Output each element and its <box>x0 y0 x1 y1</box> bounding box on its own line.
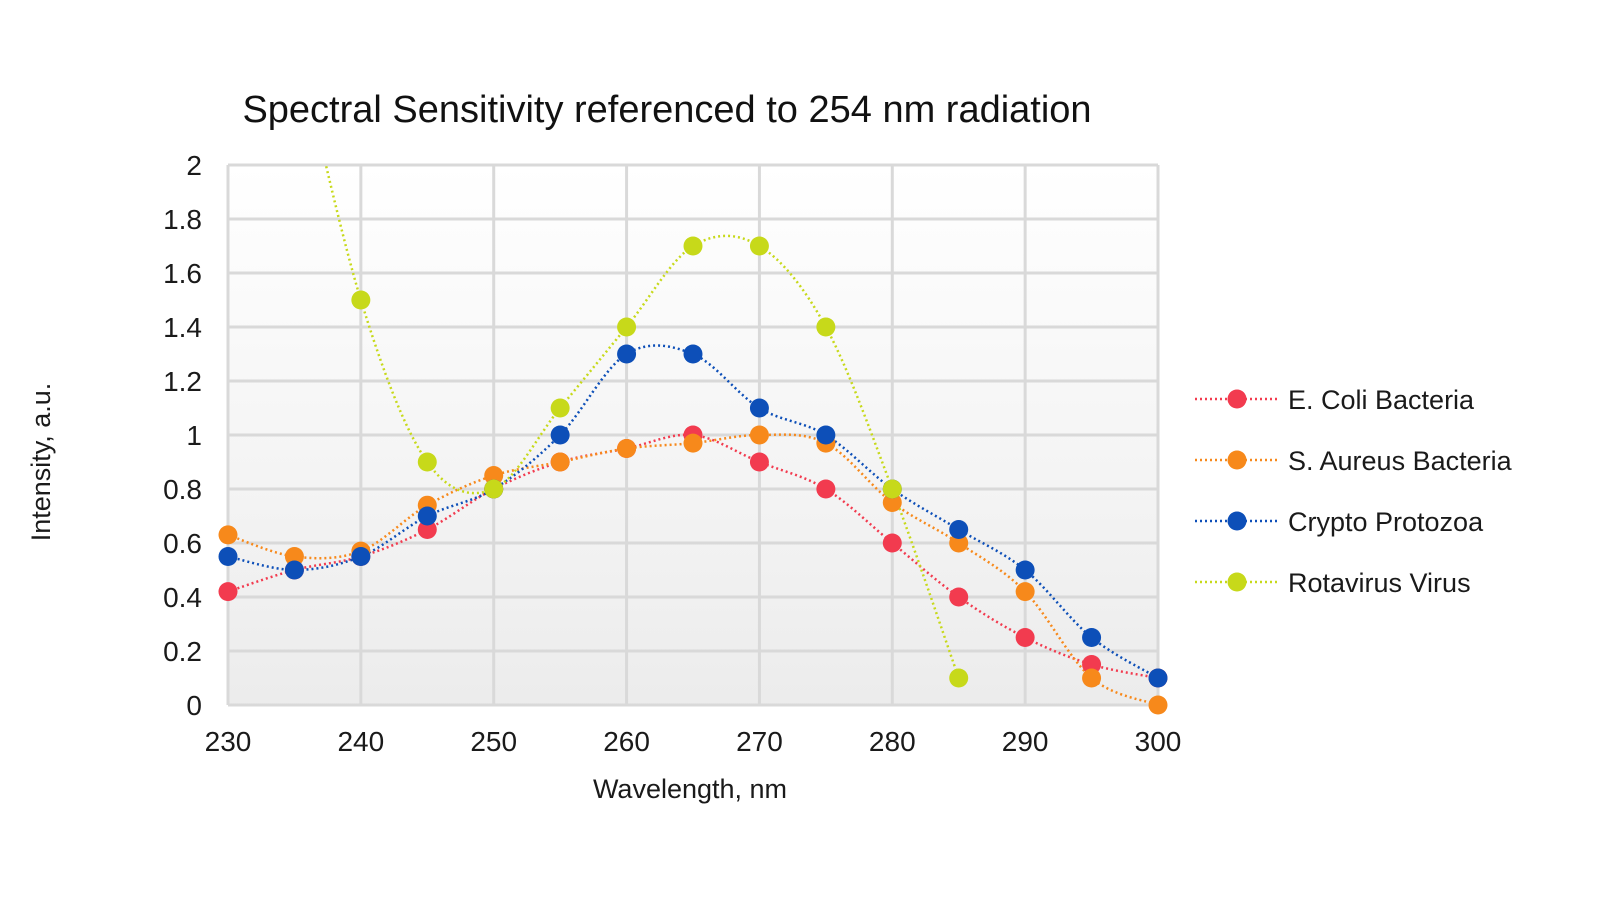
x-tick-label: 260 <box>603 726 650 757</box>
data-point-s-aureus-bacteria <box>218 525 238 545</box>
data-point-e-coli-bacteria <box>816 479 836 499</box>
data-point-s-aureus-bacteria <box>617 439 637 458</box>
data-point-s-aureus-bacteria <box>284 547 304 566</box>
data-point-crypto-protozoa <box>683 344 703 364</box>
data-point-e-coli-bacteria <box>882 533 902 553</box>
data-point-rotavirus-virus <box>949 668 969 688</box>
y-tick-label: 1.4 <box>163 312 202 343</box>
x-axis-ticks: 230 240 250 260 270 280 290 300 <box>205 726 1182 757</box>
y-tick-label: 1.8 <box>163 204 202 235</box>
data-point-crypto-protozoa <box>284 560 304 580</box>
data-point-s-aureus-bacteria <box>484 466 504 485</box>
data-point-rotavirus-virus <box>351 290 371 310</box>
y-axis-label: Intensity, a.u. <box>26 383 56 542</box>
y-tick-label: 1.2 <box>163 366 202 397</box>
data-point-e-coli-bacteria <box>1082 655 1102 674</box>
data-point-s-aureus-bacteria <box>1148 695 1168 715</box>
legend-label-e-coli-bacteria: E. Coli Bacteria <box>1288 385 1475 415</box>
data-point-rotavirus-virus <box>550 398 570 418</box>
data-point-crypto-protozoa <box>816 425 836 445</box>
x-tick-label: 300 <box>1135 726 1182 757</box>
x-axis-label: Wavelength, nm <box>593 774 787 804</box>
y-tick-label: 0.2 <box>163 636 202 667</box>
data-point-crypto-protozoa <box>550 425 570 445</box>
data-point-rotavirus-virus <box>417 452 437 472</box>
data-point-crypto-protozoa <box>1015 560 1035 580</box>
data-point-s-aureus-bacteria <box>749 425 769 445</box>
data-point-s-aureus-bacteria <box>1015 582 1035 602</box>
data-point-s-aureus-bacteria <box>683 433 703 453</box>
x-tick-label: 230 <box>205 726 252 757</box>
x-tick-label: 270 <box>736 726 783 757</box>
data-point-crypto-protozoa <box>218 547 238 566</box>
y-tick-label: 0 <box>186 690 202 721</box>
legend-marker-crypto-protozoa <box>1227 511 1247 531</box>
series-points <box>218 236 1168 715</box>
x-tick-label: 240 <box>337 726 384 757</box>
data-point-s-aureus-bacteria <box>1082 668 1102 688</box>
legend-marker-rotavirus-virus <box>1227 572 1247 592</box>
data-point-crypto-protozoa <box>949 520 969 539</box>
data-point-rotavirus-virus <box>617 317 637 337</box>
data-point-crypto-protozoa <box>617 344 637 364</box>
data-point-s-aureus-bacteria <box>882 493 902 512</box>
data-point-rotavirus-virus <box>484 479 504 499</box>
chart-title: Spectral Sensitivity referenced to 254 n… <box>242 89 1091 131</box>
data-point-s-aureus-bacteria <box>550 452 570 472</box>
data-point-e-coli-bacteria <box>949 587 969 607</box>
y-tick-label: 0.6 <box>163 528 202 559</box>
data-point-e-coli-bacteria <box>218 582 238 602</box>
data-point-rotavirus-virus <box>882 479 902 499</box>
legend-label-s-aureus-bacteria: S. Aureus Bacteria <box>1288 446 1513 476</box>
data-point-crypto-protozoa <box>417 506 437 526</box>
data-point-crypto-protozoa <box>1148 668 1168 688</box>
data-point-e-coli-bacteria <box>1015 628 1035 647</box>
legend-marker-s-aureus-bacteria <box>1227 450 1247 470</box>
series-line-rotavirus-virus <box>324 165 960 679</box>
y-tick-label: 0.8 <box>163 474 202 505</box>
x-tick-label: 290 <box>1002 726 1049 757</box>
data-point-rotavirus-virus <box>816 317 836 337</box>
y-tick-label: 1.6 <box>163 258 202 289</box>
data-point-e-coli-bacteria <box>749 452 769 472</box>
data-point-crypto-protozoa <box>749 398 769 418</box>
data-point-s-aureus-bacteria <box>949 533 969 553</box>
y-tick-label: 1 <box>186 420 202 451</box>
y-tick-label: 0.4 <box>163 582 202 613</box>
legend-label-crypto-protozoa: Crypto Protozoa <box>1288 507 1484 537</box>
legend-marker-e-coli-bacteria <box>1227 389 1247 409</box>
legend-label-rotavirus-virus: Rotavirus Virus <box>1288 568 1471 598</box>
y-axis-ticks: 0 0.2 0.4 0.6 0.8 1 1.2 1.4 1.6 1.8 2 <box>163 150 202 721</box>
y-tick-label: 2 <box>186 150 202 181</box>
data-point-crypto-protozoa <box>1082 628 1102 647</box>
data-point-rotavirus-virus <box>683 236 703 256</box>
data-point-e-coli-bacteria <box>417 520 437 539</box>
data-point-crypto-protozoa <box>351 547 371 566</box>
data-point-rotavirus-virus <box>749 236 769 256</box>
x-tick-label: 250 <box>470 726 517 757</box>
gridlines <box>226 163 1160 707</box>
x-tick-label: 280 <box>869 726 916 757</box>
legend: E. Coli Bacteria S. Aureus Bacteria Crypto… <box>1195 385 1513 598</box>
